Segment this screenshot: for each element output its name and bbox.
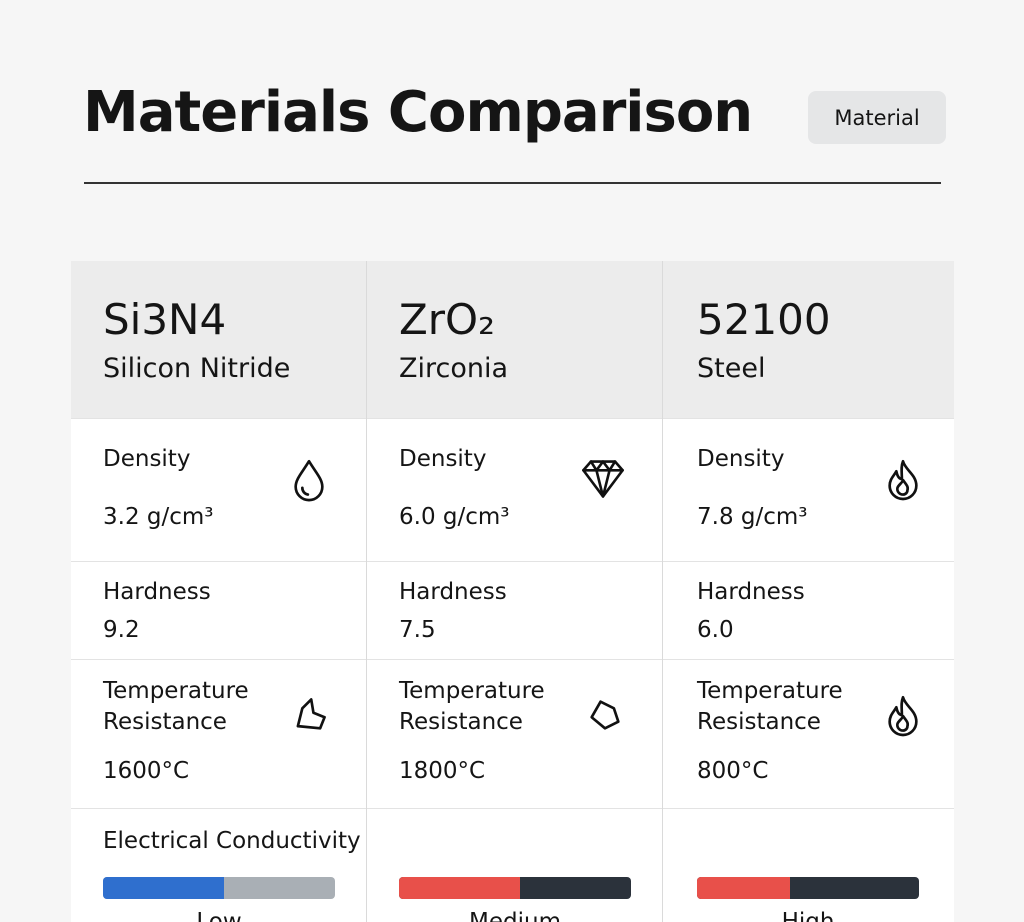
column-divider <box>662 261 663 922</box>
temperature-value: 1800°C <box>399 758 486 784</box>
density-value: 6.0 g/cm³ <box>399 504 510 530</box>
conductivity-value: High <box>781 909 835 922</box>
material-button[interactable]: Material <box>808 91 946 144</box>
density-label: Density <box>103 446 191 472</box>
row-divider <box>71 808 954 809</box>
hardness-label: Hardness <box>697 579 805 605</box>
column-divider <box>366 261 367 922</box>
icon <box>294 459 324 502</box>
divider <box>84 182 941 184</box>
temperature-label: Temperature Resistance <box>103 678 249 735</box>
density-value: 7.8 g/cm³ <box>697 504 808 530</box>
temperature-label: Temperature Resistance <box>697 678 843 735</box>
icon <box>590 700 620 730</box>
icon <box>296 698 326 730</box>
comparison-table: Si3N4 Silicon Nitride Density 3.2 g/cm³ Hard… <box>71 261 954 922</box>
hardness-label: Hardness <box>399 579 507 605</box>
temperature-value: 800°C <box>697 758 769 784</box>
material-code: Si3N4 <box>103 295 227 344</box>
hardness-value: 9.2 <box>103 617 140 643</box>
material-code: ZrO₂ <box>399 295 495 344</box>
conductivity-bar <box>103 877 224 899</box>
material-name: Steel <box>697 353 766 384</box>
conductivity-track <box>399 877 631 899</box>
material-name: Silicon Nitride <box>103 353 291 384</box>
conductivity-bar <box>399 877 520 899</box>
icon <box>888 459 918 501</box>
hardness-value: 7.5 <box>399 617 436 643</box>
conductivity-track <box>697 877 919 899</box>
row-divider <box>71 418 954 419</box>
row-divider <box>71 561 954 562</box>
hardness-label: Hardness <box>103 579 211 605</box>
density-label: Density <box>399 446 487 472</box>
conductivity-bar <box>697 877 791 899</box>
temperature-value: 1600°C <box>103 758 190 784</box>
title: Materials Comparison <box>83 80 753 145</box>
density-label: Density <box>697 446 785 472</box>
density-value: 3.2 g/cm³ <box>103 504 214 530</box>
header-row <box>71 261 954 418</box>
hardness-value: 6.0 <box>697 617 734 643</box>
material-name: Zirconia <box>399 353 509 384</box>
temperature-label: Temperature Resistance <box>399 678 545 735</box>
conductivity-value: Medium <box>469 909 561 922</box>
conductivity-track <box>103 877 335 899</box>
conductivity-label: Electrical Conductivity <box>103 828 361 854</box>
icon <box>888 695 918 737</box>
icon <box>582 460 624 498</box>
material-code: 52100 <box>697 295 831 344</box>
row-divider <box>71 659 954 660</box>
conductivity-value: Low <box>196 909 242 922</box>
